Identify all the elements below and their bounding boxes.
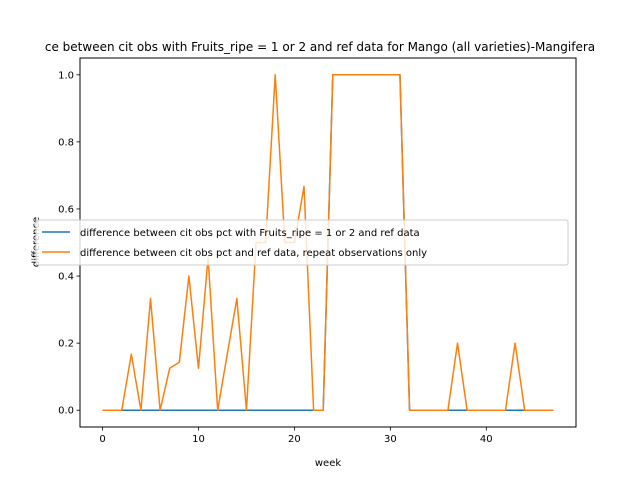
legend: difference between cit obs pct with Frui… xyxy=(35,219,569,266)
x-tick-label: 40 xyxy=(480,434,493,445)
x-axis-label: week xyxy=(315,458,341,469)
x-tick-label: 10 xyxy=(192,434,205,445)
x-tick-label: 30 xyxy=(384,434,397,445)
legend-entry-1: difference between cit obs pct with Frui… xyxy=(80,228,420,239)
y-axis-ticks: 0.0 0.2 0.4 0.6 0.8 1.0 xyxy=(58,70,80,417)
y-tick-label: 0.6 xyxy=(58,204,74,215)
x-tick-label: 20 xyxy=(288,434,301,445)
y-tick-label: 0.8 xyxy=(58,137,74,148)
y-tick-label: 0.0 xyxy=(58,406,74,417)
x-tick-label: 0 xyxy=(99,434,105,445)
legend-entry-2: difference between cit obs pct and ref d… xyxy=(80,248,427,259)
x-axis-ticks: 0 10 20 30 40 xyxy=(99,427,493,445)
chart-title: ce between cit obs with Fruits_ripe = 1 … xyxy=(45,40,595,54)
y-tick-label: 0.2 xyxy=(58,339,74,350)
legend-frame xyxy=(35,219,569,266)
y-tick-label: 1.0 xyxy=(58,70,74,81)
y-tick-label: 0.4 xyxy=(58,272,74,283)
